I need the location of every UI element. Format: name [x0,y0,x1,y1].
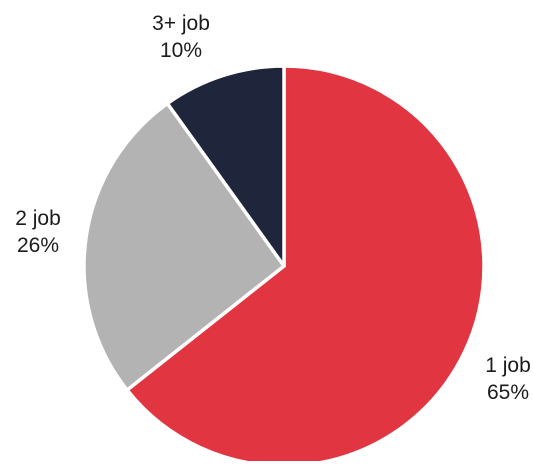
slices-layer [82,64,486,466]
pie-slice-1-job [125,64,486,466]
pie-slice-3plus-job [165,64,286,268]
slice-value-3plus-job: 10% [160,39,202,62]
labels-layer: 1 job 65% 2 job 26% 3+ job 10% [15,12,531,404]
slice-value-1-job: 65% [487,381,529,404]
slice-label-1-job: 1 job [485,354,531,377]
pie-slice-2-job [82,101,286,392]
slice-value-2-job: 26% [17,234,59,257]
slice-label-2-job: 2 job [15,207,61,230]
slice-label-3plus-job: 3+ job [152,12,210,35]
